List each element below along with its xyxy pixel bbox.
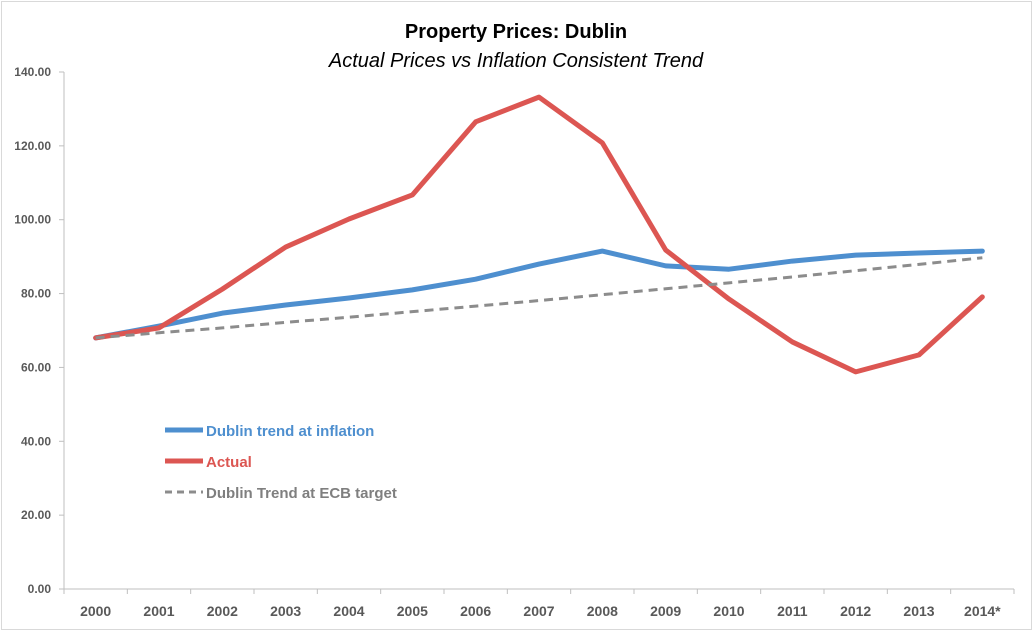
x-tick-label: 2010 bbox=[713, 603, 744, 619]
x-tick-label: 2002 bbox=[207, 603, 238, 619]
x-tick-label: 2000 bbox=[80, 603, 111, 619]
legend-label-0: Dublin trend at inflation bbox=[206, 423, 374, 440]
y-tick-label: 100.00 bbox=[14, 213, 51, 227]
x-tick-label: 2009 bbox=[650, 603, 681, 619]
legend-label-1: Actual bbox=[206, 454, 252, 471]
x-tick-label: 2005 bbox=[397, 603, 428, 619]
series-line-1 bbox=[93, 94, 985, 375]
y-tick-label: 80.00 bbox=[21, 287, 51, 301]
y-tick-label: 140.00 bbox=[14, 65, 51, 79]
x-tick-label: 2004 bbox=[333, 603, 364, 619]
x-tick-label: 2014* bbox=[964, 603, 1001, 619]
x-tick-label: 2007 bbox=[523, 603, 554, 619]
x-tick-label: 2013 bbox=[903, 603, 934, 619]
x-tick-label: 2001 bbox=[143, 603, 174, 619]
y-tick-label: 120.00 bbox=[14, 139, 51, 153]
x-tick-label: 2012 bbox=[840, 603, 871, 619]
y-tick-label: 40.00 bbox=[21, 434, 51, 448]
x-tick-label: 2006 bbox=[460, 603, 491, 619]
x-tick-label: 2011 bbox=[777, 603, 808, 619]
y-tick-label: 60.00 bbox=[21, 360, 51, 374]
chart-subtitle: Actual Prices vs Inflation Consistent Tr… bbox=[328, 50, 704, 72]
x-tick-label: 2003 bbox=[270, 603, 301, 619]
legend-label-2: Dublin Trend at ECB target bbox=[206, 485, 397, 502]
chart-title: Property Prices: Dublin bbox=[405, 21, 627, 43]
x-tick-label: 2008 bbox=[587, 603, 618, 619]
series-line-2 bbox=[95, 256, 983, 340]
y-tick-label: 0.00 bbox=[28, 582, 52, 596]
y-tick-label: 20.00 bbox=[21, 508, 51, 522]
